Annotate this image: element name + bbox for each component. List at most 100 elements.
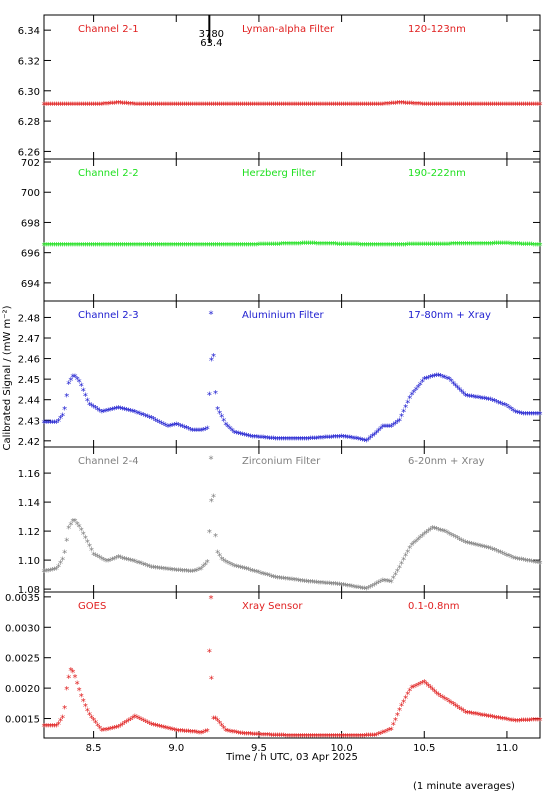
y-tick-label: 6.34 (18, 26, 40, 37)
data-point: * (184, 424, 189, 435)
data-point: * (281, 435, 286, 446)
data-point: * (447, 698, 452, 709)
data-point: * (347, 241, 352, 252)
data-point: * (389, 578, 394, 589)
data-point: * (300, 240, 305, 251)
data-point: * (54, 722, 59, 733)
data-point: * (60, 555, 65, 566)
data-point: * (240, 730, 245, 741)
data-point: * (469, 540, 474, 551)
data-point: * (236, 100, 241, 111)
data-point: * (294, 240, 299, 251)
data-point: * (312, 578, 317, 589)
data-point: * (502, 240, 507, 251)
data-point: * (360, 100, 365, 111)
data-point: * (306, 435, 311, 446)
data-point: * (242, 431, 247, 442)
data-point: * (101, 408, 106, 419)
data-point: * (168, 241, 173, 252)
data-point: * (178, 567, 183, 578)
data-point: * (438, 240, 443, 251)
data-point: * (457, 385, 462, 396)
data-point: * (488, 396, 493, 407)
data-point: * (141, 411, 146, 422)
data-point: * (323, 732, 328, 743)
data-point: * (128, 715, 133, 726)
data-point: * (356, 100, 361, 111)
data-point: * (465, 539, 470, 550)
data-point: * (352, 100, 357, 111)
data-point: * (488, 713, 493, 724)
data-point: * (279, 100, 284, 111)
data-point: * (496, 548, 501, 559)
data-point: * (99, 727, 104, 738)
data-point: * (411, 539, 416, 550)
data-point: * (529, 558, 534, 569)
data-point: * (418, 380, 423, 391)
data-point: * (155, 722, 160, 733)
y-tick-label: 1.14 (18, 498, 40, 509)
data-point: * (211, 493, 216, 504)
data-point: * (502, 715, 507, 726)
data-point: * (91, 716, 96, 727)
data-point: * (538, 716, 543, 727)
data-point: * (370, 732, 375, 743)
data-point: * (145, 562, 150, 573)
data-point: * (64, 536, 69, 547)
data-point: * (285, 100, 290, 111)
data-point: * (509, 100, 514, 111)
data-point: * (89, 100, 94, 111)
data-point: * (358, 100, 363, 111)
panel-label: Channel 2-3 (78, 310, 139, 321)
data-point: * (409, 241, 414, 252)
data-point: * (137, 559, 142, 570)
data-point: * (401, 241, 406, 252)
data-point: * (199, 427, 204, 438)
data-point: * (418, 534, 423, 545)
data-point: * (252, 241, 257, 252)
data-point: * (401, 556, 406, 567)
data-point: * (314, 434, 319, 445)
data-point: * (77, 100, 82, 111)
y-tick-label: 700 (21, 188, 40, 199)
data-point: * (478, 394, 483, 405)
data-point: * (54, 418, 59, 429)
data-point: * (285, 575, 290, 586)
data-point: * (188, 568, 193, 579)
data-point: * (91, 100, 96, 111)
data-point: * (492, 100, 497, 111)
data-point: * (358, 584, 363, 595)
data-point: * (333, 732, 338, 743)
data-point: * (473, 541, 478, 552)
data-point: * (298, 240, 303, 251)
data-point: * (316, 240, 321, 251)
data-point: * (304, 732, 309, 743)
data-point: * (180, 241, 185, 252)
data-point: * (345, 240, 350, 251)
data-point: * (445, 529, 450, 540)
data-point: * (538, 410, 543, 421)
data-point: * (507, 403, 512, 414)
data-point: * (325, 240, 330, 251)
data-point: * (447, 100, 452, 111)
data-point: * (159, 565, 164, 576)
y-tick-label: 2.46 (18, 355, 40, 366)
data-point: * (87, 241, 92, 252)
data-point: * (447, 240, 452, 251)
data-point: * (209, 497, 214, 508)
data-point: * (445, 240, 450, 251)
data-point: * (467, 709, 472, 720)
y-tick-label: 1.12 (18, 527, 40, 538)
data-point: * (238, 100, 243, 111)
data-point: * (434, 525, 439, 536)
data-point: * (261, 731, 266, 742)
data-point: * (414, 100, 419, 111)
data-point: * (517, 717, 522, 728)
data-point: * (422, 241, 427, 252)
data-point: * (197, 427, 202, 438)
data-point: * (407, 686, 412, 697)
data-point: * (473, 240, 478, 251)
data-point: * (380, 100, 385, 111)
y-tick-label: 6.28 (18, 117, 40, 128)
data-point: * (339, 433, 344, 444)
